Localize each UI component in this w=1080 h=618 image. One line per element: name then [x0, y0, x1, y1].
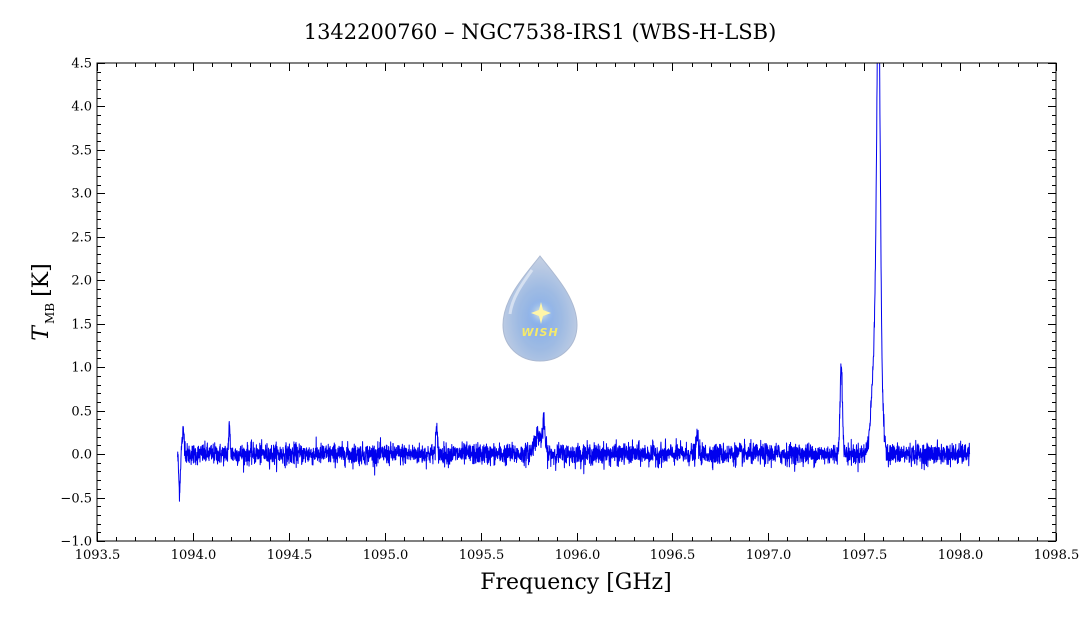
x-axis-title: Frequency [GHz]: [480, 570, 672, 595]
y-axis-subscript: MB: [43, 303, 57, 324]
x-tick-label: 1096.5: [650, 548, 696, 563]
y-tick-label: 0.0: [71, 448, 92, 463]
y-axis-unit: [K]: [29, 263, 54, 297]
y-axis-title: TMB [K]: [29, 263, 57, 340]
chart-title: 1342200760 – NGC7538-IRS1 (WBS-H-LSB): [304, 20, 777, 44]
x-tick-label: 1095.5: [459, 548, 505, 563]
y-tick-label: −1.0: [60, 535, 92, 550]
svg-text:TMB[K]: TMB [K]: [29, 263, 57, 340]
y-tick-label: 2.5: [71, 231, 92, 246]
x-tick-label: 1097.5: [842, 548, 888, 563]
y-tick-label: −0.5: [60, 492, 92, 507]
x-tick-label: 1094.5: [267, 548, 313, 563]
y-axis-symbol: T: [29, 324, 54, 341]
y-tick-label: 3.5: [71, 144, 92, 159]
x-tick-label: 1096.0: [555, 548, 601, 563]
axis-tick-labels: 1093.5 1094.0 1094.5 1095.0 1095.5 1096.0 1096…: [60, 57, 1079, 564]
x-tick-label: 1093.5: [75, 548, 121, 563]
x-tick-label: 1094.0: [171, 548, 217, 563]
y-tick-label: 3.0: [71, 187, 92, 202]
axis-ticks: [97, 63, 1057, 542]
watermark-text: WISH: [521, 326, 558, 339]
y-tick-label: 4.5: [71, 57, 92, 72]
y-tick-label: 1.0: [71, 361, 92, 376]
watermark-logo: WISH: [502, 255, 578, 362]
y-tick-label: 2.0: [71, 274, 92, 289]
y-tick-label: 1.5: [71, 318, 92, 333]
y-tick-label: 4.0: [71, 100, 92, 115]
x-tick-label: 1095.0: [363, 548, 409, 563]
series-line: [177, 63, 971, 502]
x-tick-label: 1098.0: [938, 548, 984, 563]
x-tick-label: 1097.0: [746, 548, 792, 563]
plot-frame: [96, 62, 1057, 542]
star-icon: [531, 302, 551, 324]
x-tick-label: 1098.5: [1034, 548, 1080, 563]
y-tick-label: 0.5: [71, 405, 92, 420]
